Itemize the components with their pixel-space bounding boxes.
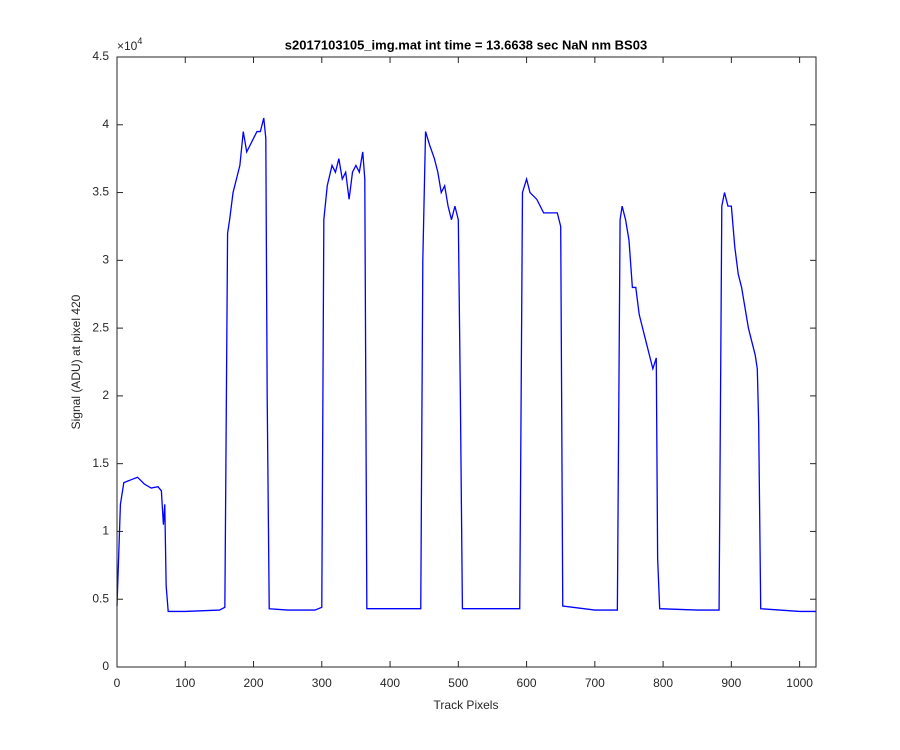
- y-tick-label: 0: [102, 659, 109, 673]
- y-tick-label: 1.5: [92, 456, 109, 470]
- x-tick-label: 800: [653, 676, 673, 690]
- y-multiplier-base: ×10: [117, 39, 138, 53]
- y-tick-label: 0.5: [92, 591, 109, 605]
- axes-box: [116, 56, 817, 668]
- x-tick-label: 300: [312, 676, 332, 690]
- x-tick-label: 100: [175, 676, 195, 690]
- data-line: [116, 117, 816, 613]
- y-tick-label: 3.5: [92, 185, 109, 199]
- x-tick-label: 700: [585, 676, 605, 690]
- y-tick-label: 2.5: [92, 320, 109, 334]
- y-multiplier: ×104: [117, 36, 142, 53]
- chart-title: s2017103105_img.mat int time = 13.6638 s…: [285, 37, 647, 52]
- y-tick-label: 4.5: [92, 49, 109, 63]
- x-tick-label: 400: [380, 676, 400, 690]
- x-tick-label: 1000: [786, 676, 813, 690]
- x-axis-label: Track Pixels: [434, 698, 499, 712]
- y-tick-label: 1: [102, 524, 109, 538]
- y-tick-label: 2: [102, 388, 109, 402]
- x-tick-label: 900: [721, 676, 741, 690]
- x-tick-label: 200: [244, 676, 264, 690]
- x-tick-label: 600: [517, 676, 537, 690]
- y-tick-label: 3: [102, 253, 109, 267]
- x-tick-label: 500: [448, 676, 468, 690]
- y-multiplier-exponent: 4: [137, 36, 142, 46]
- x-tick-label: 0: [114, 676, 121, 690]
- plot-area: [117, 57, 816, 667]
- y-tick-label: 4: [102, 117, 109, 131]
- y-axis-label: Signal (ADU) at pixel 420: [69, 294, 83, 429]
